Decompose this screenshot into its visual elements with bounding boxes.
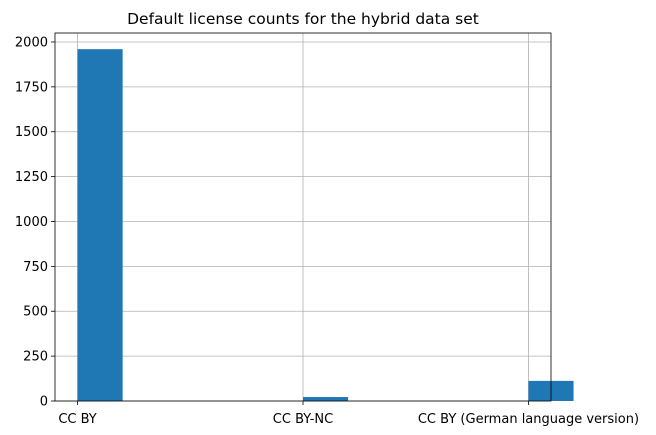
- bar: [77, 49, 123, 401]
- chart-title: Default license counts for the hybrid da…: [127, 10, 479, 28]
- y-tick-label: 750: [23, 260, 48, 275]
- y-tick-label: 1500: [15, 125, 48, 140]
- y-tick-label: 500: [23, 305, 48, 320]
- y-tick-label: 2000: [15, 35, 48, 50]
- x-ticks: CC BY CC BY-NC CC BY (German language vers…: [58, 401, 639, 427]
- x-tick-label: CC BY (German language version): [418, 412, 639, 427]
- bar: [303, 397, 349, 401]
- x-tick-label: CC BY-NC: [273, 412, 333, 427]
- bars: [77, 49, 574, 401]
- y-tick-label: 250: [23, 350, 48, 365]
- y-tick-label: 1250: [15, 170, 48, 185]
- x-tick-label: CC BY: [58, 412, 96, 427]
- y-tick-label: 1750: [15, 80, 48, 95]
- y-ticks: 0 250 500 750 1000 1250 1500 1750 2000: [15, 35, 55, 410]
- y-tick-label: 0: [40, 395, 48, 410]
- y-tick-label: 1000: [15, 215, 48, 230]
- grid: [55, 33, 551, 402]
